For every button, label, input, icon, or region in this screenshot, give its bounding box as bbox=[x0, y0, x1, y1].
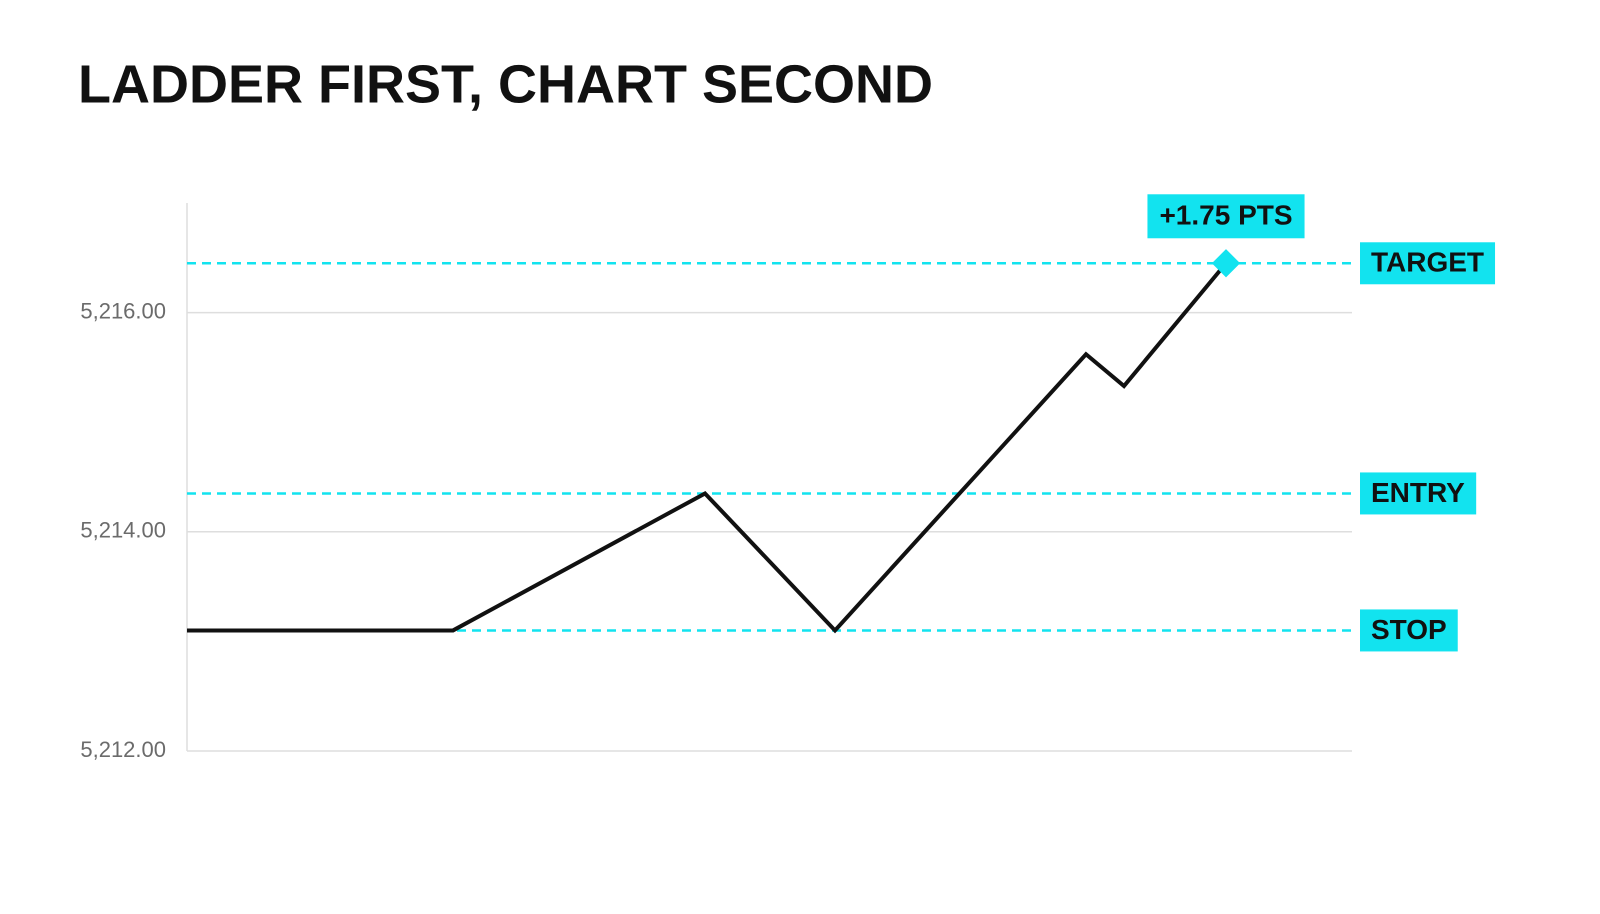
level-label: ENTRY bbox=[1371, 477, 1465, 508]
level-tag bbox=[1360, 242, 1496, 285]
y-tick-label: 5,216.00 bbox=[80, 298, 166, 323]
level-tag bbox=[1360, 609, 1458, 652]
annotation-box bbox=[1147, 194, 1305, 239]
level-label: TARGET bbox=[1371, 247, 1484, 278]
price-line bbox=[187, 262, 1228, 634]
chart-title: LADDER FIRST, CHART SECOND bbox=[78, 54, 933, 114]
y-tick-label: 5,214.00 bbox=[80, 518, 166, 543]
y-tick-label: 5,212.00 bbox=[80, 737, 166, 762]
annotation: +1.75 PTS bbox=[1159, 200, 1292, 231]
end-marker bbox=[1211, 249, 1241, 278]
level-tag bbox=[1360, 472, 1477, 515]
level-label: STOP bbox=[1371, 614, 1447, 645]
